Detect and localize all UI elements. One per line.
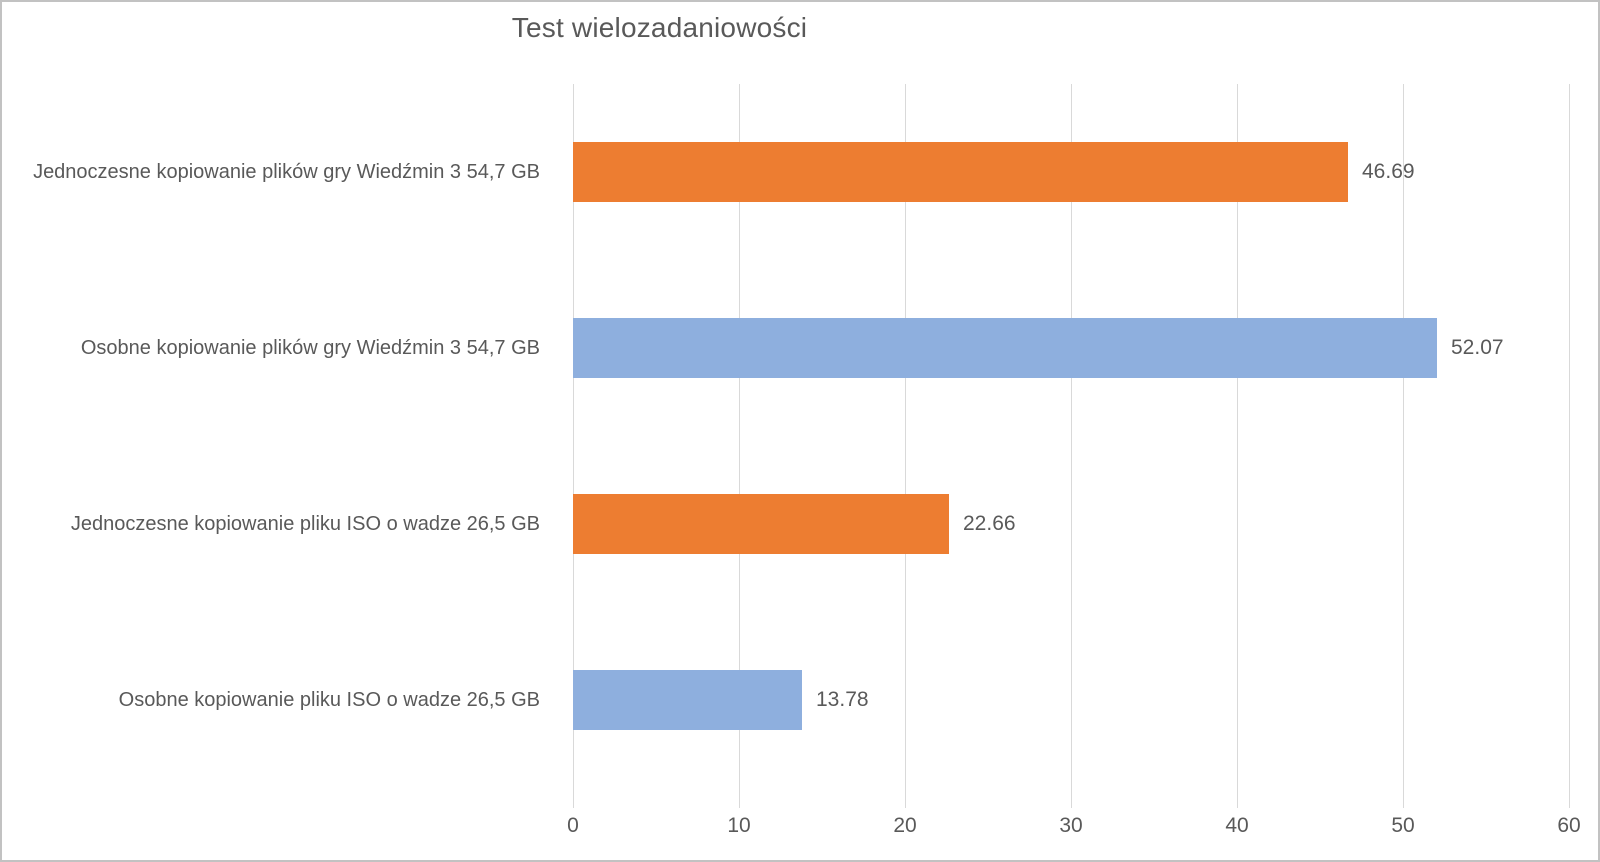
bar-value-label: 46.69 xyxy=(1362,160,1415,183)
bar xyxy=(573,494,949,554)
bar xyxy=(573,318,1437,378)
gridline xyxy=(905,84,906,808)
x-tick-label: 30 xyxy=(1059,814,1083,837)
x-tick-label: 50 xyxy=(1391,814,1415,837)
gridline xyxy=(1569,84,1570,808)
gridline xyxy=(573,84,574,808)
chart-title: Test wielozadaniowości xyxy=(511,12,808,43)
x-tick-label: 40 xyxy=(1225,814,1249,837)
category-label: Osobne kopiowanie plików gry Wiedźmin 3 … xyxy=(80,337,540,359)
category-label: Jednoczesne kopiowanie pliku ISO o wadze… xyxy=(70,513,540,535)
category-label: Jednoczesne kopiowanie plików gry Wiedźm… xyxy=(33,161,540,183)
x-tick-label: 10 xyxy=(727,814,751,837)
gridline xyxy=(1071,84,1072,808)
gridline xyxy=(1237,84,1238,808)
x-tick-label: 60 xyxy=(1557,814,1581,837)
x-tick-label: 20 xyxy=(893,814,917,837)
bar-value-label: 13.78 xyxy=(816,688,869,711)
bar xyxy=(573,142,1348,202)
gridline xyxy=(1403,84,1404,808)
bar xyxy=(573,670,802,730)
x-tick-label: 0 xyxy=(567,814,579,837)
bar-value-label: 22.66 xyxy=(963,512,1016,535)
category-label: Osobne kopiowanie pliku ISO o wadze 26,5… xyxy=(118,689,540,711)
bar-value-label: 52.07 xyxy=(1451,336,1504,359)
gridline xyxy=(739,84,740,808)
